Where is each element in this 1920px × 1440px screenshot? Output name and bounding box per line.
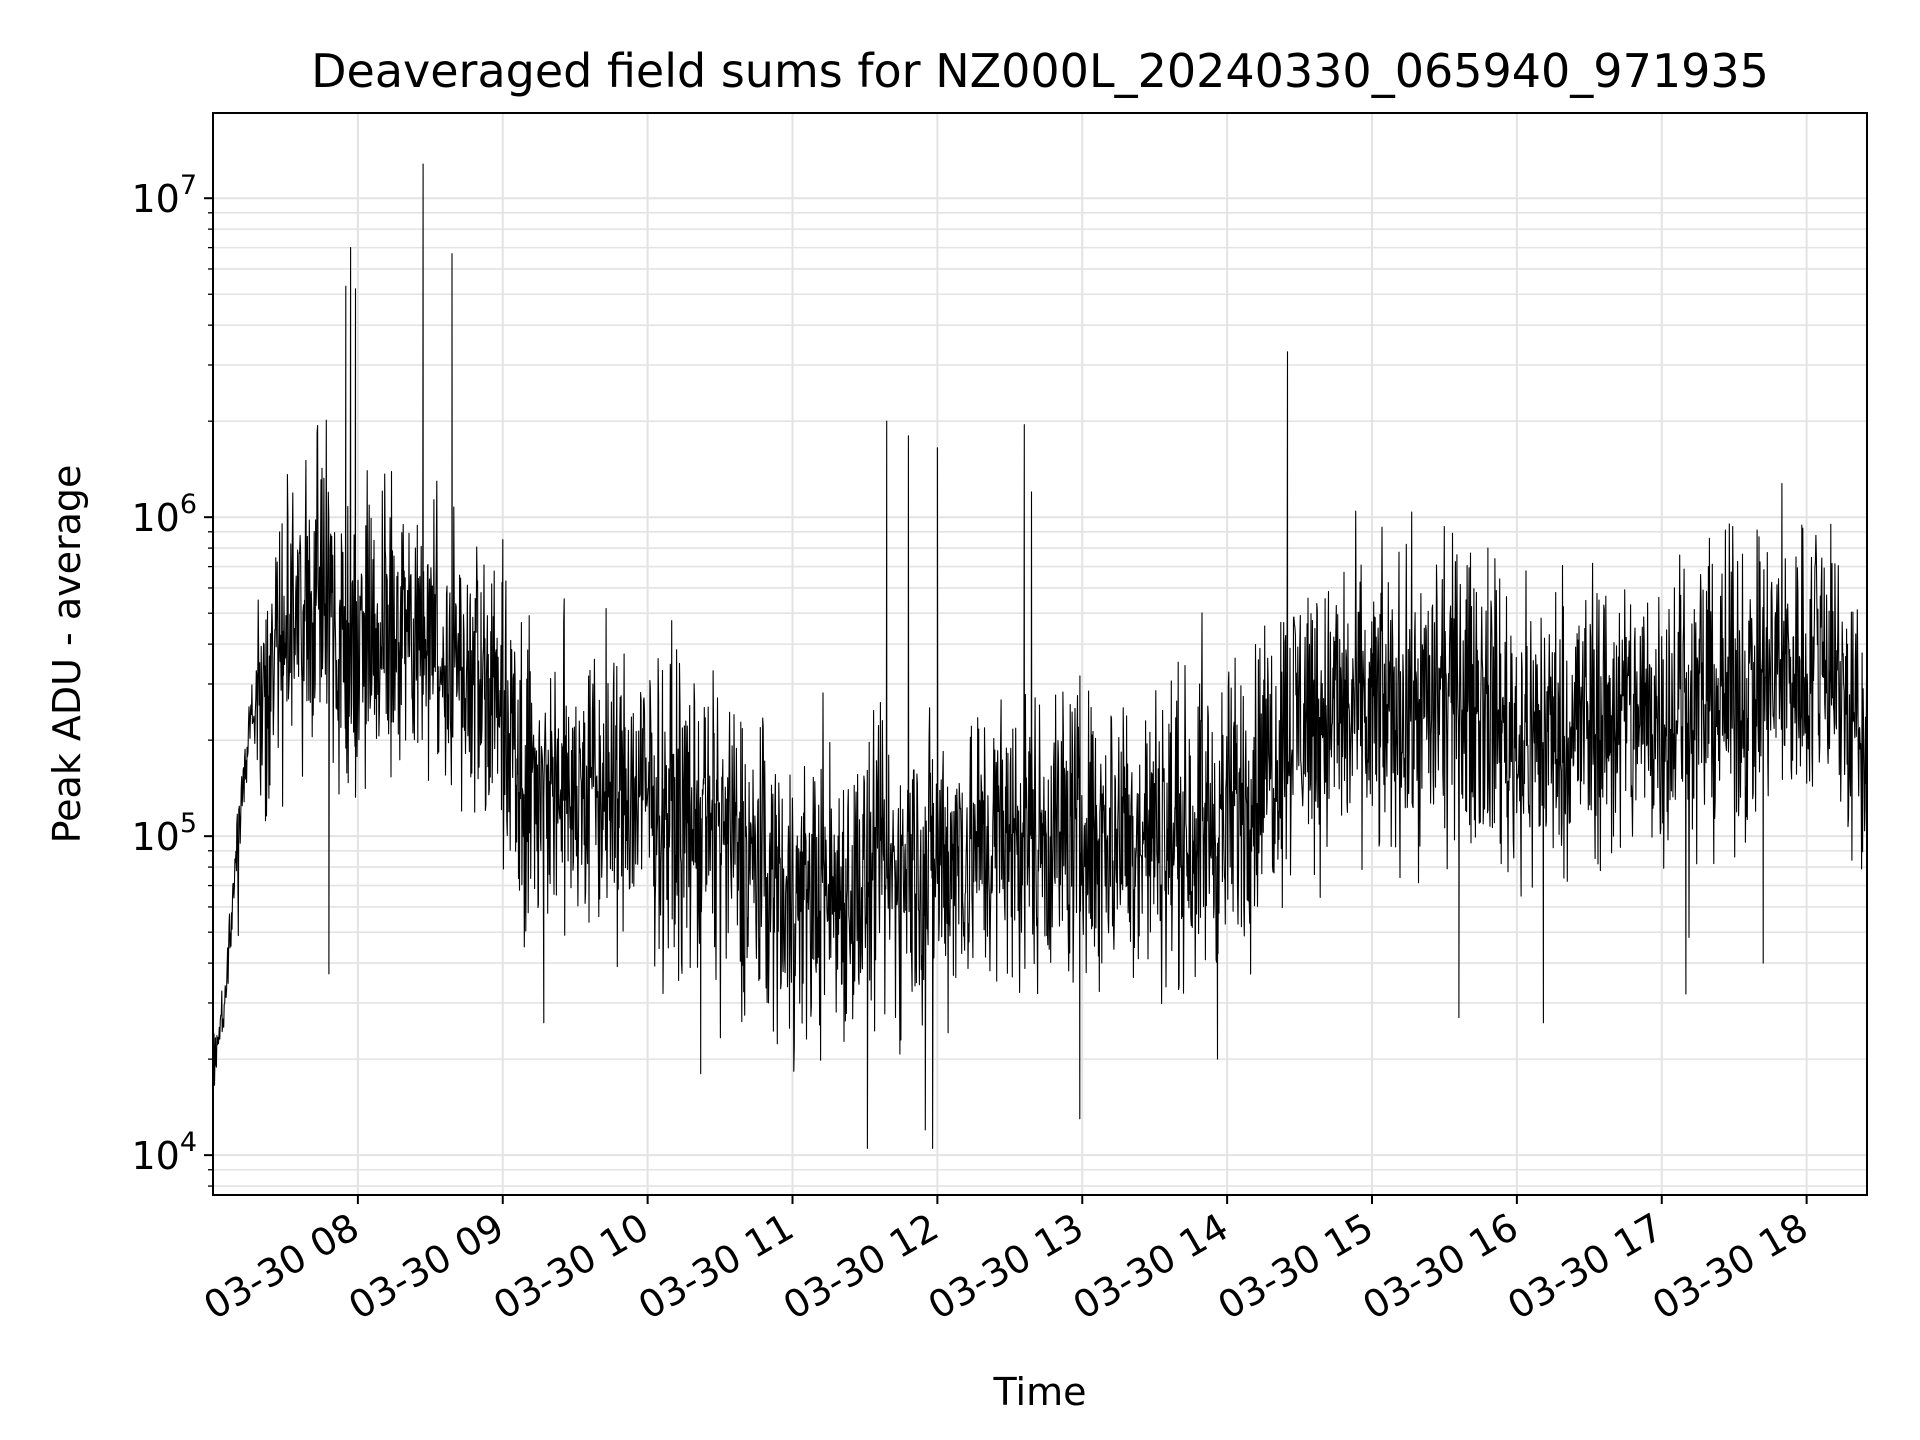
series-line bbox=[212, 163, 1868, 1149]
y-axis-label: Peak ADU - average bbox=[45, 465, 89, 844]
plot-frame bbox=[212, 112, 1868, 1196]
y-tick-exponent: 7 bbox=[180, 170, 197, 201]
y-tick-label: 107 bbox=[131, 170, 197, 221]
y-tick-base: 10 bbox=[131, 177, 179, 221]
y-tick-exponent: 6 bbox=[180, 489, 197, 520]
y-tick-label: 105 bbox=[131, 808, 197, 859]
x-axis-label: Time bbox=[993, 1370, 1087, 1414]
data-series bbox=[212, 163, 1868, 1149]
y-tick-label: 106 bbox=[131, 489, 197, 540]
y-tick-label: 104 bbox=[131, 1127, 197, 1178]
y-tick-exponent: 5 bbox=[180, 808, 197, 839]
y-tick-base: 10 bbox=[131, 815, 179, 859]
y-tick-base: 10 bbox=[131, 496, 179, 540]
y-tick-exponent: 4 bbox=[180, 1127, 197, 1158]
y-tick-base: 10 bbox=[131, 1134, 179, 1178]
chart-title: Deaveraged field sums for NZ000L_2024033… bbox=[311, 44, 1769, 98]
